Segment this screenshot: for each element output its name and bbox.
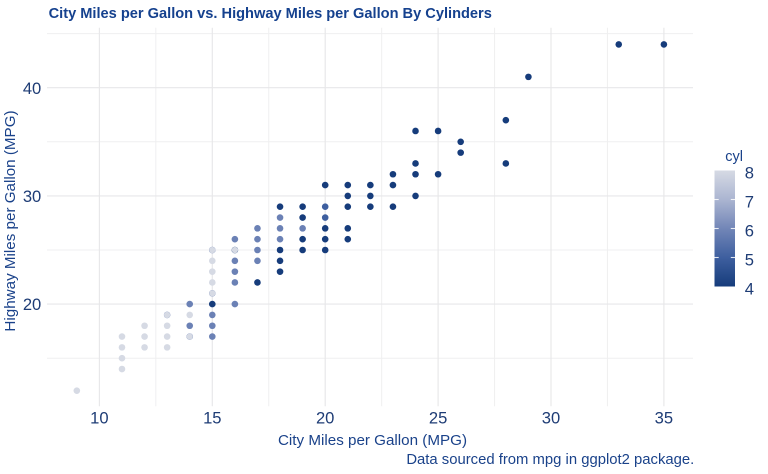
- svg-text:Data sourced from mpg in ggplo: Data sourced from mpg in ggplot2 package…: [406, 452, 694, 468]
- svg-text:4: 4: [745, 280, 754, 299]
- svg-text:40: 40: [23, 79, 41, 98]
- svg-text:6: 6: [745, 222, 754, 241]
- svg-text:30: 30: [23, 187, 41, 206]
- svg-text:cyl: cyl: [725, 149, 743, 165]
- svg-text:20: 20: [316, 408, 334, 427]
- svg-text:City Miles per Gallon vs. High: City Miles per Gallon vs. Highway Miles …: [49, 6, 492, 22]
- svg-text:35: 35: [655, 408, 673, 427]
- svg-text:15: 15: [203, 408, 221, 427]
- svg-text:City Miles per Gallon (MPG): City Miles per Gallon (MPG): [278, 432, 467, 449]
- svg-text:25: 25: [429, 408, 447, 427]
- svg-text:8: 8: [745, 164, 754, 183]
- svg-text:Highway Miles per Gallon (MPG): Highway Miles per Gallon (MPG): [2, 110, 19, 331]
- svg-text:30: 30: [542, 408, 560, 427]
- svg-text:10: 10: [90, 408, 108, 427]
- svg-text:7: 7: [745, 193, 754, 212]
- svg-text:5: 5: [745, 251, 754, 270]
- svg-text:20: 20: [23, 295, 41, 314]
